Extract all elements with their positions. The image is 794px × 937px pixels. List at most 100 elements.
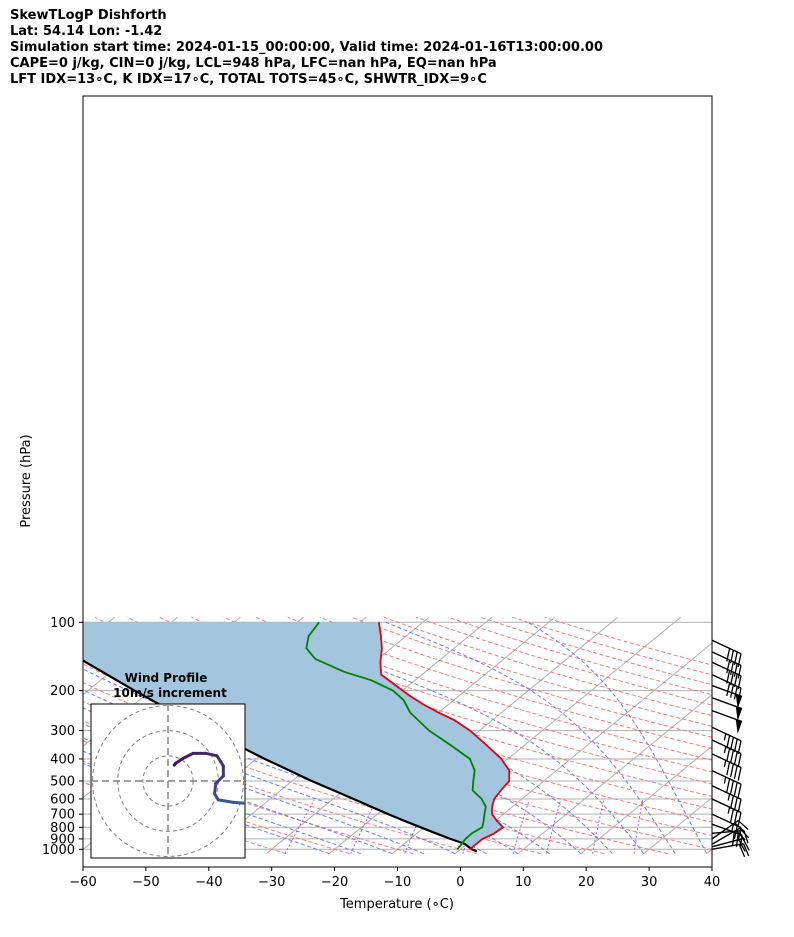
- dry-adiabat: [415, 616, 712, 706]
- convective-parameters: CAPE=0 j/kg, CIN=0 j/kg, LCL=948 hPa, LF…: [10, 56, 497, 71]
- x-tick-label: 20: [578, 875, 595, 890]
- wind-barb-full: [729, 672, 735, 686]
- wind-barb-full: [729, 780, 735, 794]
- wind-barb-full: [733, 825, 738, 840]
- moist-adiabat: [262, 621, 645, 854]
- hodograph-segment: [231, 800, 245, 805]
- wind-barb-full: [731, 832, 735, 846]
- isotherm: [643, 797, 712, 855]
- wind-barb-full: [737, 827, 742, 841]
- wind-barb-full: [739, 835, 743, 849]
- wind-barb-shaft: [711, 769, 742, 785]
- hodograph-segment: [215, 754, 225, 768]
- wind-barb-full: [729, 749, 735, 764]
- hodograph-segment: [181, 751, 195, 760]
- x-tick-label: 0: [456, 875, 464, 890]
- isotherm: [580, 745, 712, 855]
- wind-barb-full: [737, 740, 742, 754]
- wind-barb: [711, 753, 742, 781]
- wind-barb: [711, 709, 743, 734]
- wind-barb-full: [737, 753, 742, 767]
- wind-barb-full: [726, 761, 731, 776]
- isotherm: [0, 617, 52, 853]
- wind-barb-shaft: [711, 785, 742, 800]
- wind-barb-full: [743, 830, 749, 844]
- wind-barb-full: [729, 763, 735, 778]
- hodograph-segment: [214, 774, 225, 786]
- wind-barb: [711, 785, 742, 813]
- wind-barb-flag: [735, 719, 743, 734]
- wind-barb-flag: [735, 706, 743, 721]
- y-tick-label: 500: [50, 774, 75, 789]
- wind-barb-shaft: [711, 673, 742, 689]
- wind-barb-shaft: [711, 661, 742, 677]
- wind-barb-half: [723, 746, 727, 754]
- wind-barb: [711, 673, 742, 702]
- x-axis-label: Temperature (∘C): [339, 897, 454, 912]
- dry-adiabat: [544, 616, 712, 666]
- moist-adiabat: [527, 621, 708, 854]
- dry-adiabat: [448, 616, 712, 696]
- wind-barb-full: [737, 665, 742, 679]
- wind-barb-full: [733, 663, 738, 677]
- wind-barb-full: [737, 767, 742, 781]
- wind-barb-full: [733, 738, 738, 753]
- mixing-ratio-line: [350, 799, 377, 854]
- x-tick-label: 10: [515, 875, 532, 890]
- chart-header: SkewTLogP Dishforth Lat: 54.14 Lon: -1.4…: [10, 8, 603, 88]
- dry-adiabat: [159, 616, 712, 797]
- wind-barb-full: [737, 783, 742, 798]
- wind-barb-full: [742, 843, 750, 857]
- wind-barb: [711, 798, 742, 826]
- wind-barb-full: [733, 686, 738, 700]
- wind-barb: [711, 769, 742, 798]
- x-tick-label: 30: [641, 875, 658, 890]
- hodograph-ring: [92, 705, 244, 857]
- wind-barb: [711, 661, 742, 689]
- wind-barb: [711, 684, 743, 709]
- y-tick-label: 200: [50, 684, 75, 699]
- wind-barb-half: [727, 793, 731, 801]
- cape-shading-area: [83, 622, 510, 852]
- wind-barb-full: [726, 670, 731, 684]
- wind-barb-shaft: [711, 739, 742, 755]
- y-tick-label: 1000: [42, 843, 75, 858]
- hodograph-segment: [172, 761, 178, 767]
- wind-barb: [711, 697, 743, 721]
- wind-barb-full: [729, 661, 735, 676]
- y-tick-label: 400: [50, 752, 75, 767]
- hodograph-segment: [204, 751, 219, 758]
- wind-barb-full: [738, 839, 746, 852]
- wind-barb-shaft: [711, 726, 742, 742]
- wind-barb: [711, 726, 742, 754]
- hodograph-title: Wind Profile: [125, 671, 208, 685]
- wind-barb-full: [733, 651, 738, 666]
- x-tick-label: −30: [258, 875, 285, 890]
- wind-barb-full: [737, 653, 742, 667]
- wind-barb: [711, 639, 742, 667]
- wind-barb-half: [723, 760, 727, 767]
- dry-adiabat: [319, 616, 712, 738]
- hodograph-segment: [174, 756, 185, 765]
- x-tick-label: −50: [132, 875, 159, 890]
- y-tick-label: 600: [50, 792, 75, 807]
- y-tick-label: 100: [50, 616, 75, 631]
- wind-barb: [711, 739, 742, 767]
- wind-barb-full: [729, 808, 735, 823]
- dry-adiabat: [83, 740, 414, 855]
- hodograph-segment: [216, 798, 235, 804]
- isotherm: [454, 642, 712, 855]
- wind-barb: [711, 813, 742, 841]
- wind-barb-flag: [735, 694, 743, 709]
- y-tick-label: 800: [50, 821, 75, 836]
- hodograph-inset: Wind Profile 10m/s increment: [90, 671, 246, 859]
- mixing-ratio-line: [633, 799, 644, 854]
- wind-barbs: [711, 639, 750, 858]
- dry-adiabat: [191, 616, 712, 785]
- wind-barb-half: [731, 823, 735, 831]
- wind-barb-full: [729, 650, 735, 664]
- wind-barb-full: [729, 795, 735, 809]
- wind-barb-full: [737, 675, 742, 689]
- station-coordinates: Lat: 54.14 Lon: -1.42: [10, 24, 163, 39]
